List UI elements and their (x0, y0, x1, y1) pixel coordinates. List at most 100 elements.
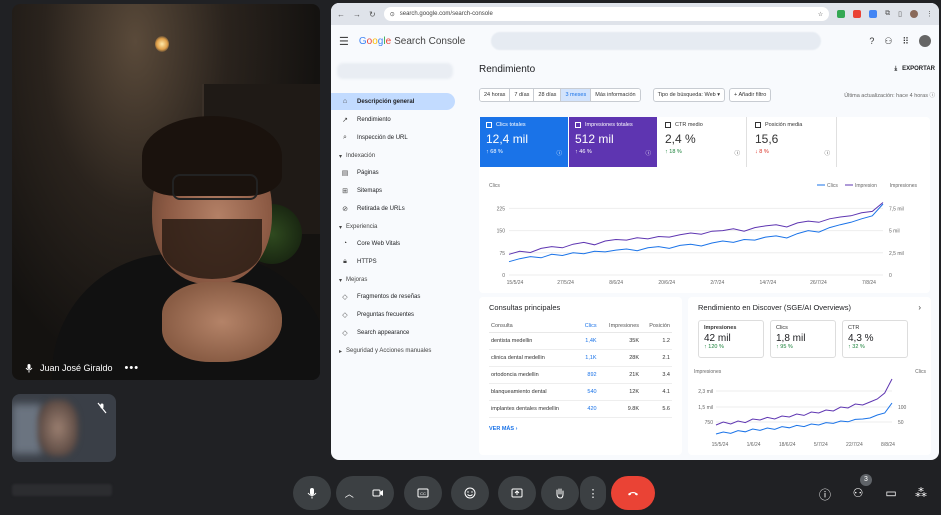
help-icon[interactable]: ⓘ (556, 151, 562, 157)
impressions-cell: 9.8K (598, 400, 642, 418)
see-more-link[interactable]: VER MÁS › (489, 426, 672, 432)
participant-video-small[interactable] (12, 394, 116, 462)
impressions-cell: 12K (598, 383, 642, 401)
section-indexing[interactable]: ▾ Indexación (331, 148, 459, 164)
property-selector[interactable] (337, 63, 453, 79)
column-header[interactable]: Clics (578, 320, 599, 333)
extension-icon[interactable] (869, 10, 878, 18)
sidepanel-icon[interactable]: ▯ (898, 11, 902, 18)
diamond-icon: ◇ (342, 329, 348, 337)
performance-chart[interactable]: Clics Impresiones Clics Impresion 0 0 75 2,5 mi… (487, 179, 923, 291)
search-console-logo[interactable]: Google Search Console (359, 36, 465, 47)
extensions-puzzle-icon[interactable]: ⧉ (885, 10, 891, 17)
sidebar-item-faq[interactable]: ◇ Preguntas frecuentes (331, 306, 455, 323)
help-icon[interactable]: ⓘ (645, 151, 651, 157)
forward-icon[interactable]: → (353, 9, 361, 19)
metric-impressions[interactable]: Impresiones totales 512 mil ↑ 46 % ⓘ (569, 117, 657, 167)
y-tick-right: 7,5 mil (889, 206, 904, 212)
column-header[interactable]: Impresiones (598, 320, 642, 333)
sidebar-item-core-web-vitals[interactable]: ◔ Core Web Vitals (331, 235, 455, 252)
y-tick-right: 0 (889, 273, 892, 279)
metric-value: 42 mil (704, 333, 731, 344)
range-chip-3m[interactable]: 3 meses (561, 89, 592, 101)
person-hand (162, 282, 282, 362)
sidebar-item-performance[interactable]: ↗ Rendimiento (331, 111, 455, 128)
present-button[interactable] (498, 476, 536, 510)
sidebar-item-review-snippets[interactable]: ◇ Fragmentos de reseñas (331, 288, 455, 305)
column-header[interactable]: Consulta (489, 320, 579, 333)
metric-clicks[interactable]: Clics totales 12,4 mil ↑ 68 % ⓘ (480, 117, 568, 167)
bookmark-star-icon[interactable]: ☆ (817, 11, 824, 18)
address-bar[interactable]: ⊙ search.google.com/search-console ☆ (383, 7, 830, 21)
section-label: Experiencia (346, 224, 378, 230)
captions-button[interactable]: CC (404, 476, 442, 510)
camera-button[interactable]: ︿ (336, 476, 394, 510)
section-improvements[interactable]: ▾ Mejoras (331, 272, 459, 288)
metric-position[interactable]: Posición media 15,6 ↓ 8 % ⓘ (749, 117, 837, 167)
range-chip-24h[interactable]: 24 horas (480, 89, 511, 101)
profile-avatar-icon[interactable] (910, 10, 918, 18)
column-header[interactable]: Posición (641, 320, 672, 333)
range-chip-7d[interactable]: 7 días (510, 89, 535, 101)
reload-icon[interactable]: ↻ (369, 9, 376, 19)
sidebar-item-pages[interactable]: ▤ Páginas (331, 164, 455, 181)
apps-grid-icon[interactable]: ⠿ (902, 35, 909, 46)
sidebar-item-removals[interactable]: ⊘ Retirada de URLs (331, 200, 455, 217)
account-avatar[interactable] (919, 35, 931, 47)
people-icon[interactable]: ⚇ (852, 486, 864, 500)
chevron-right-icon[interactable]: › (918, 303, 921, 312)
sidebar-item-url-inspection[interactable]: ⌕ Inspección de URL (331, 129, 455, 146)
sidebar-item-https[interactable]: 🔒︎ HTTPS (331, 253, 455, 270)
back-icon[interactable]: ← (337, 9, 345, 19)
sidebar-item-search-appearance[interactable]: ◇ Search appearance (331, 324, 455, 341)
table-row[interactable]: dentista medellin 1,4K 35K 1.2 (489, 332, 672, 350)
help-icon[interactable]: ⓘ (734, 151, 740, 157)
table-row[interactable]: implantes dentales medellin 420 9.8K 5.6 (489, 400, 672, 418)
chat-icon[interactable]: ▭ (885, 486, 897, 500)
discover-metric-clicks[interactable]: Clics 1,8 mil ↑ 95 % (770, 320, 836, 358)
discover-metric-ctr[interactable]: CTR 4,3 % ↑ 32 % (842, 320, 908, 358)
activities-icon[interactable]: ⁂ (915, 486, 927, 500)
add-filter-button[interactable]: + Añadir filtro (729, 88, 772, 102)
reactions-button[interactable] (451, 476, 489, 510)
participant-video-main[interactable]: Juan José Giraldo ••• (12, 4, 320, 380)
table-row[interactable]: blanqueamiento dental 540 12K 4.1 (489, 383, 672, 401)
more-options-button[interactable]: ⋮ (580, 476, 606, 510)
extension-icon[interactable] (837, 10, 846, 18)
users-settings-icon[interactable]: ⚇ (884, 35, 893, 46)
leave-call-button[interactable] (611, 476, 655, 510)
help-icon[interactable]: ⓘ (824, 151, 830, 157)
hamburger-menu-icon[interactable]: ☰ (339, 35, 349, 48)
inspect-url-search[interactable] (491, 32, 822, 50)
chevron-up-icon[interactable]: ︿ (344, 488, 354, 499)
impressions-cell: 21K (598, 366, 642, 384)
expand-caret-icon: ▸ (339, 348, 343, 355)
queries-table: Consulta Clics Impresiones Posición dent… (489, 320, 672, 418)
export-button[interactable]: ⤓ EXPORTAR (894, 66, 935, 73)
browser-toolbar: ← → ↻ ⊙ search.google.com/search-console… (331, 3, 939, 25)
range-chip-more[interactable]: Más información (591, 89, 640, 101)
site-info-icon[interactable]: ⊙ (389, 11, 395, 18)
discover-metric-impressions[interactable]: Impresiones 42 mil ↑ 120 % (698, 320, 764, 358)
section-experience[interactable]: ▾ Experiencia (331, 219, 459, 235)
sidebar-item-overview[interactable]: ⌂ Descripción general (331, 93, 455, 110)
sidebar-item-sitemaps[interactable]: ⊞ Sitemaps (331, 182, 455, 199)
meeting-info-icon[interactable]: ⓘ (818, 488, 831, 502)
raise-hand-button[interactable] (541, 476, 579, 510)
search-type-dropdown[interactable]: Tipo de búsqueda: Web ▾ (652, 88, 725, 102)
impressions-cell: 35K (598, 332, 642, 350)
extension-icon[interactable] (853, 10, 862, 18)
discover-chart[interactable]: Impresiones Clics 750 1,5 mil 2,3 mil 50 100 15… (692, 367, 928, 451)
section-security[interactable]: ▸ Seguridad y Acciones manuales (331, 343, 459, 359)
table-row[interactable]: clinica dental medellin 1,1K 28K 2.1 (489, 349, 672, 367)
range-chip-28d[interactable]: 28 días (534, 89, 562, 101)
add-filter-label: Añadir filtro (738, 92, 767, 98)
metric-ctr[interactable]: CTR medio 2,4 % ↑ 18 % ⓘ (659, 117, 747, 167)
more-options-button[interactable]: ••• (124, 362, 140, 374)
table-row[interactable]: ortodoncia medellin 892 21K 3.4 (489, 366, 672, 384)
browser-menu-icon[interactable]: ⋮ (926, 11, 933, 18)
x-tick: 27/5/24 (557, 280, 574, 286)
hand-icon (556, 488, 564, 499)
help-icon[interactable]: ? (869, 36, 875, 46)
microphone-button[interactable] (293, 476, 331, 510)
